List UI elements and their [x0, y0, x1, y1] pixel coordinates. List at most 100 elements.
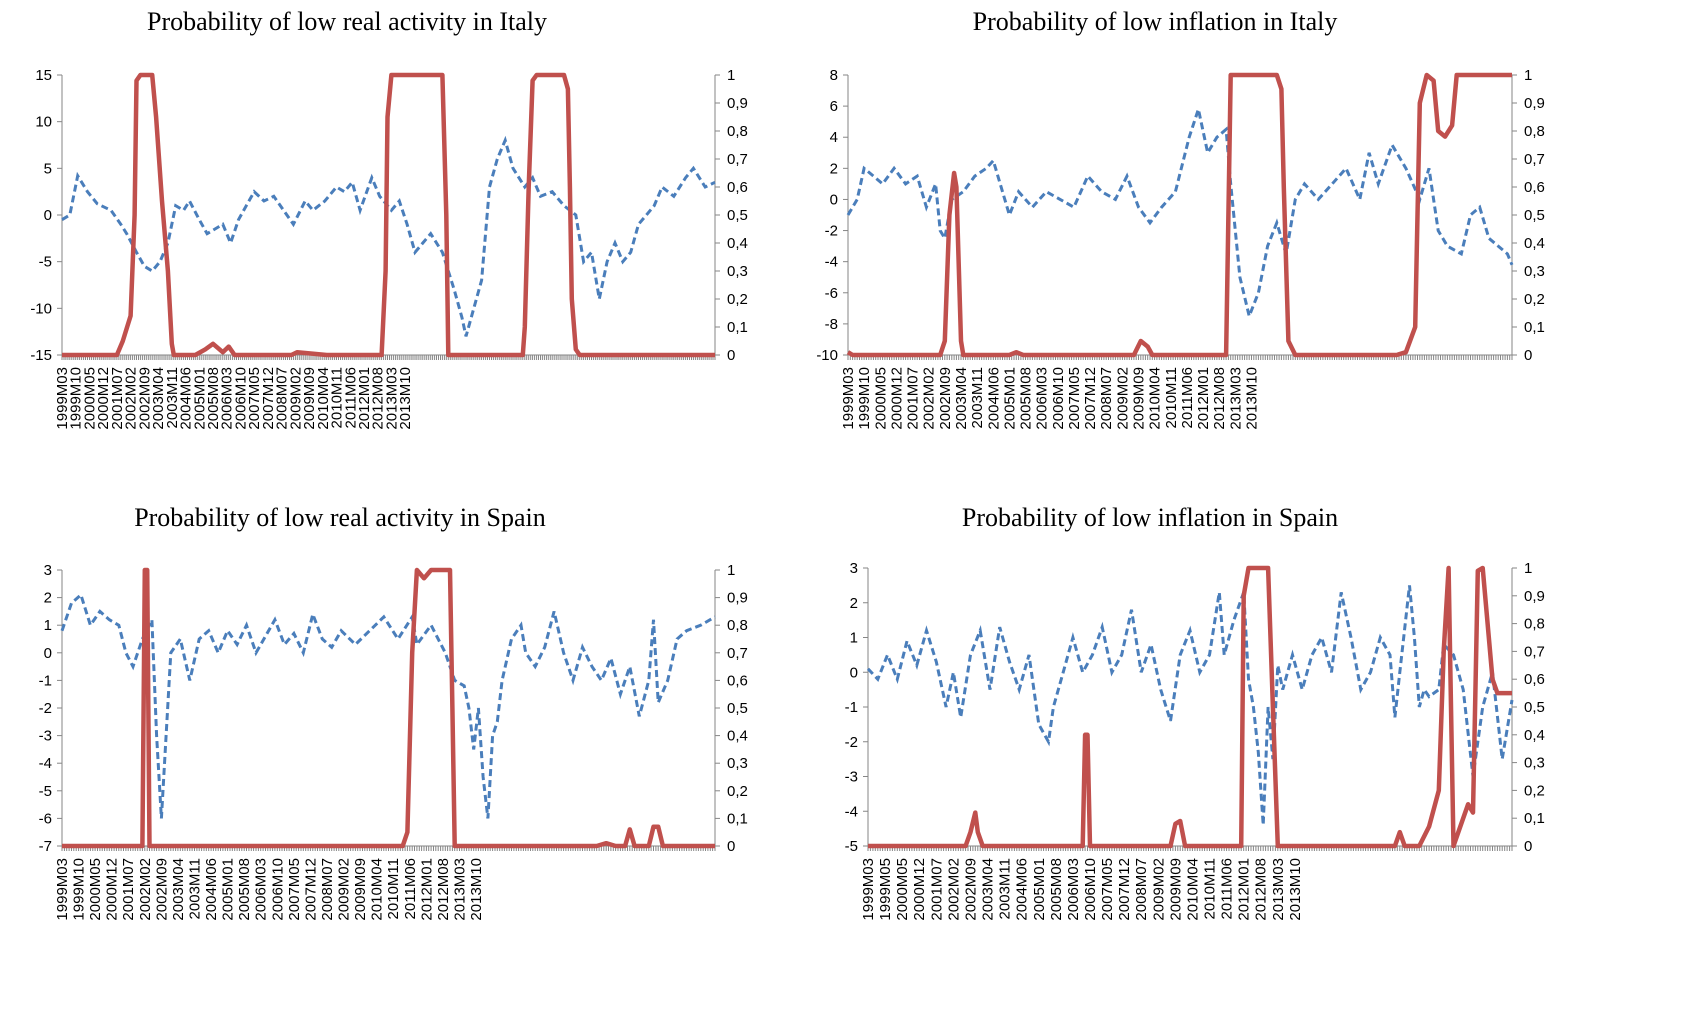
series-probability-line [62, 72, 715, 358]
y-tick-label-right: 1 [727, 562, 735, 579]
y-tick-label-right: 0,3 [1524, 755, 1545, 772]
x-tick-label: 2007M12 [1082, 367, 1099, 430]
x-tick-label: 2007M05 [286, 858, 303, 921]
x-tick-label: 2002M09 [937, 367, 954, 430]
x-tick-label: 2007M05 [1066, 367, 1083, 430]
x-tick-label: 2013M03 [383, 367, 400, 430]
y-tick-label-left: 2 [850, 595, 858, 612]
x-tick-label: 2004M06 [203, 858, 220, 921]
y-tick-label-right: 0,4 [1524, 235, 1545, 252]
x-tick-label: 2002M09 [136, 367, 153, 430]
y-tick-label-right: 1 [1524, 67, 1532, 84]
x-tick-label: 2000M12 [888, 367, 905, 430]
x-tick-label: 2001M07 [120, 858, 137, 921]
x-tick-label: 2012M08 [1211, 367, 1228, 430]
x-tick-label: 1999M05 [877, 858, 894, 921]
y-tick-label-right: 0,6 [727, 672, 748, 689]
x-tick-label: 2006M03 [1034, 367, 1051, 430]
x-tick-label: 2004M06 [1014, 858, 1031, 921]
x-tick-label: 2009M09 [301, 367, 318, 430]
x-tick-label: 2002M02 [137, 858, 154, 921]
x-tick-label: 2002M02 [921, 367, 938, 430]
y-tick-label-left: 1 [44, 617, 52, 634]
x-tick-label: 2003M04 [150, 367, 167, 430]
y-tick-label-left: 2 [44, 590, 52, 607]
x-tick-label: 2012M08 [370, 367, 387, 430]
y-tick-label-left: -7 [39, 838, 52, 855]
x-tick-label: 2012M01 [1195, 367, 1212, 430]
x-tick-label: 2012M08 [435, 858, 452, 921]
series-dashed-line [866, 585, 1514, 826]
x-tick-label: 2011M06 [1179, 367, 1196, 428]
x-tick-label: 2000M12 [95, 367, 112, 430]
series-probability-line [868, 565, 1512, 849]
y-tick-label-right: 0,2 [727, 291, 748, 308]
y-tick-label-left: -2 [825, 223, 838, 240]
y-tick-label-left: -2 [845, 734, 858, 751]
chart-panel-1: Probability of low real activity in Ital… [30, 7, 748, 430]
x-tick-label: 2007M05 [1099, 858, 1116, 921]
series-probability-line [846, 72, 1512, 358]
x-tick-label: 2003M04 [980, 858, 997, 921]
y-tick-label-right: 0,9 [1524, 588, 1545, 605]
x-tick-label: 2008M07 [1133, 858, 1150, 921]
y-tick-label-left: -10 [816, 347, 838, 364]
x-minor-ticks [867, 846, 1513, 851]
y-tick-label-right: 0,5 [727, 207, 748, 224]
x-tick-label: 2006M10 [269, 858, 286, 921]
y-tick-label-left: 0 [830, 191, 838, 208]
y-tick-label-left: 1 [850, 630, 858, 647]
y-tick-label-right: 0,4 [727, 728, 748, 745]
y-tick-label-left: 2 [830, 160, 838, 177]
x-tick-label: 2013M03 [1270, 858, 1287, 921]
x-tick-label: 2005M08 [236, 858, 253, 921]
y-tick-label-right: 0 [727, 347, 735, 364]
y-tick-label-left: -6 [39, 810, 52, 827]
x-tick-label: 2004M06 [178, 367, 195, 430]
x-tick-label: 2005M08 [205, 367, 222, 430]
x-tick-label: 2006M10 [1082, 858, 1099, 921]
y-tick-label-left: 5 [44, 160, 52, 177]
y-tick-label-right: 0,1 [727, 810, 748, 827]
y-tick-label-right: 0,1 [1524, 319, 1545, 336]
x-tick-label: 2013M10 [468, 858, 485, 921]
y-tick-label-left: 0 [44, 207, 52, 224]
x-tick-label: 2010M04 [1184, 858, 1201, 921]
x-tick-label: 2007M12 [260, 367, 277, 430]
x-tick-label: 1999M03 [860, 858, 877, 921]
y-tick-label-left: -2 [39, 700, 52, 717]
x-tick-label: 2011M06 [1219, 858, 1236, 919]
x-tick-label: 2005M08 [1048, 858, 1065, 921]
chart-title: Probability of low inflation in Spain [962, 503, 1338, 532]
x-tick-label: 2011M06 [342, 367, 359, 428]
series-probability-line [62, 567, 715, 849]
series-dashed-line [60, 592, 716, 819]
y-tick-label-right: 1 [727, 67, 735, 84]
x-tick-label: 1999M10 [68, 367, 85, 430]
x-tick-label: 2007M05 [246, 367, 263, 430]
y-tick-label-right: 1 [1524, 560, 1532, 577]
chart-title: Probability of low real activity in Ital… [147, 7, 547, 36]
series-dashed-line [61, 135, 716, 337]
x-tick-label: 2012M08 [1253, 858, 1270, 921]
x-tick-label: 2001M07 [905, 367, 922, 430]
x-tick-label: 2002M09 [153, 858, 170, 921]
chart-title: Probability of low inflation in Italy [973, 7, 1338, 36]
y-tick-label-right: 0,7 [1524, 151, 1545, 168]
y-tick-label-right: 0,5 [727, 700, 748, 717]
y-tick-label-right: 0,1 [727, 319, 748, 336]
x-tick-label: 2009M02 [1114, 367, 1131, 430]
x-tick-label: 2010M11 [385, 858, 402, 919]
x-tick-label: 1999M03 [840, 367, 857, 430]
x-tick-label: 2008M07 [1098, 367, 1115, 430]
x-tick-label: 2013M10 [397, 367, 414, 430]
x-tick-label: 2005M01 [220, 858, 237, 921]
x-tick-label: 2002M02 [945, 858, 962, 921]
y-tick-label-right: 0,2 [1524, 782, 1545, 799]
y-tick-label-right: 0,9 [727, 95, 748, 112]
x-tick-label: 2003M04 [170, 858, 187, 921]
x-tick-label: 2004M06 [985, 367, 1002, 430]
y-tick-label-right: 0,8 [1524, 123, 1545, 140]
y-tick-label-right: 0,3 [727, 263, 748, 280]
y-tick-label-right: 0,4 [727, 235, 748, 252]
